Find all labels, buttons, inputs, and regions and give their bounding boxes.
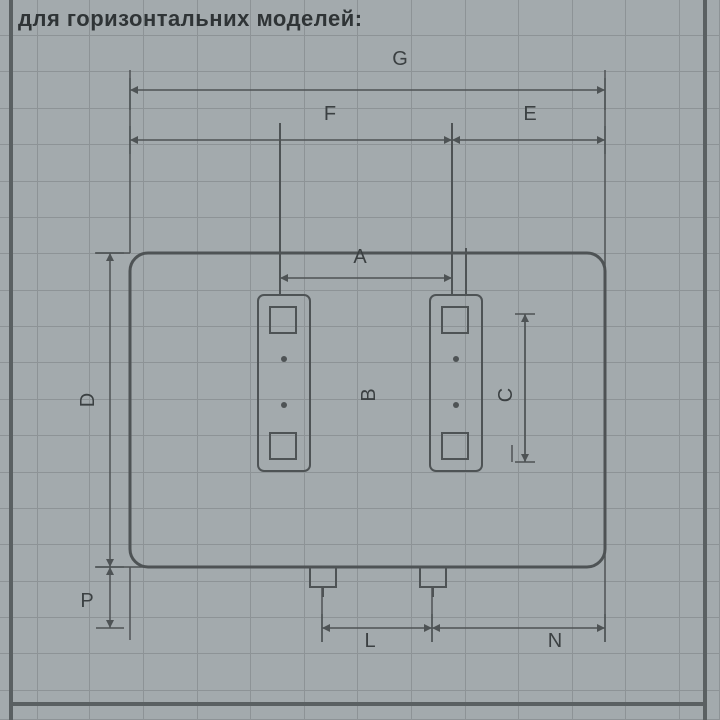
dim-label-f: F <box>324 103 336 125</box>
dim-label-l: L <box>364 630 375 652</box>
dim-label-e: E <box>523 103 536 125</box>
dim-label-d: D <box>77 393 99 407</box>
dim-label-a: A <box>353 246 367 268</box>
dim-label-g: G <box>392 48 408 70</box>
technical-drawing: G F E A L N D P B C <box>0 0 720 720</box>
dim-label-c: C <box>495 388 517 402</box>
dim-label-b: B <box>358 388 380 401</box>
dim-label-n: N <box>548 630 562 652</box>
dim-label-p: P <box>80 590 93 612</box>
